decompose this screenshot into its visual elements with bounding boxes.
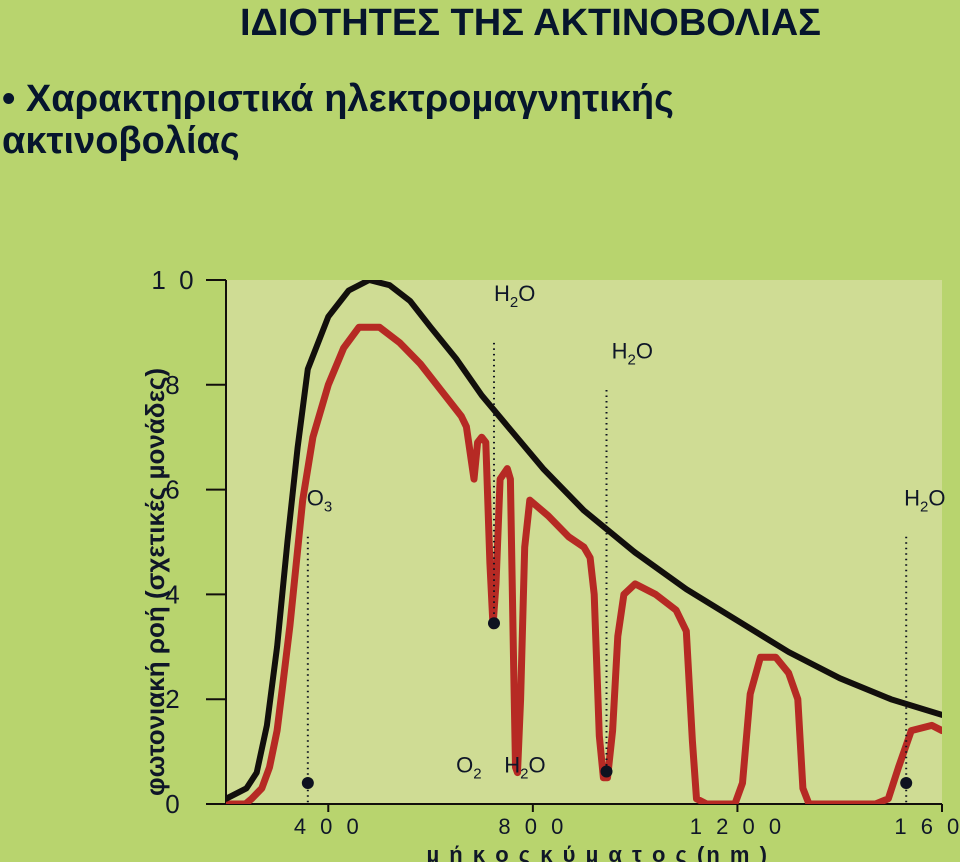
x-axis-label: µ ή κ ο ς κ ύ µ α τ ο ς (n m ) [426,842,768,862]
subtitle: • Χαρακτηριστικά ηλεκτροµαγνητικής ακτιν… [2,78,902,162]
svg-text:1 6 0 0: 1 6 0 0 [894,814,960,839]
svg-text:1 0: 1 0 [151,265,196,295]
svg-text:8 0 0: 8 0 0 [498,814,567,839]
svg-text:4 0 0: 4 0 0 [294,814,363,839]
y-axis-label: φωτονιακή ροή (σχετικές µονάδες) [140,368,171,796]
page-title: ΙΔΙΟΤΗΤΕΣ ΤΗΣ ΑΚΤΙΝΟΒΟΛΙΑΣ [240,2,821,45]
svg-text:1 2 0 0: 1 2 0 0 [690,814,785,839]
